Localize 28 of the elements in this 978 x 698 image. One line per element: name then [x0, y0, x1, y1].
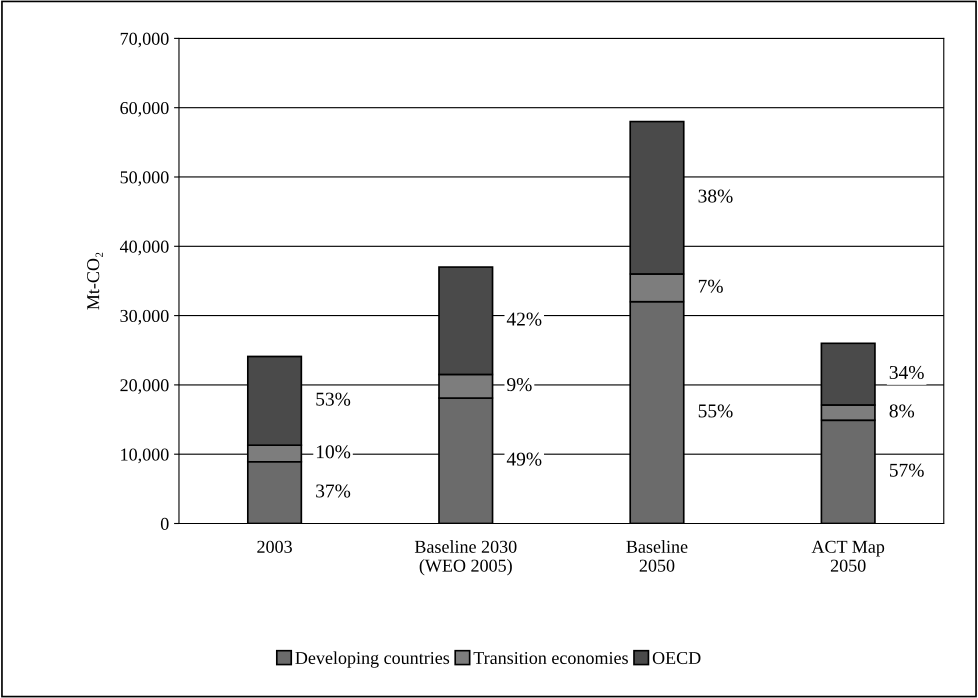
annotation: 9% [507, 378, 532, 392]
annotation: 42% [506, 312, 542, 326]
y-axis-title: Mt-CO₂ [87, 252, 103, 310]
annotation: 37% [316, 484, 350, 498]
y-tick-label: 60,000 [120, 102, 169, 117]
y-tick-label: 0 [160, 518, 169, 530]
y-tick-label: 70,000 [120, 32, 169, 48]
x-tick-label: ACT Map 2050 [812, 540, 884, 572]
y-tick-label: 30,000 [120, 310, 169, 325]
annotation: 34% [890, 366, 924, 380]
annotation: 57% [890, 464, 924, 477]
annotation: 8% [890, 404, 914, 418]
y-tick-label: 50,000 [120, 171, 169, 186]
legend-label: Developing countries [295, 651, 450, 668]
annotation: 53% [316, 392, 350, 406]
annotation: 38% [698, 190, 733, 203]
annotation: 49% [506, 452, 542, 466]
x-tick-label: Baseline 2030 (WEO 2005) [414, 540, 516, 576]
x-tick-label: 2003 [257, 540, 292, 553]
y-tick-label: 20,000 [120, 379, 169, 394]
y-tick-label: 10,000 [121, 448, 169, 464]
annotation: 7% [698, 280, 723, 293]
x-tick-label: Baseline 2050 [626, 540, 688, 572]
y-tick-label: 40,000 [120, 240, 169, 256]
legend-label: Transition economies [474, 652, 628, 664]
annotation: 10% [316, 445, 350, 458]
annotation: 55% [698, 404, 733, 418]
legend-label: OECD [652, 652, 700, 664]
